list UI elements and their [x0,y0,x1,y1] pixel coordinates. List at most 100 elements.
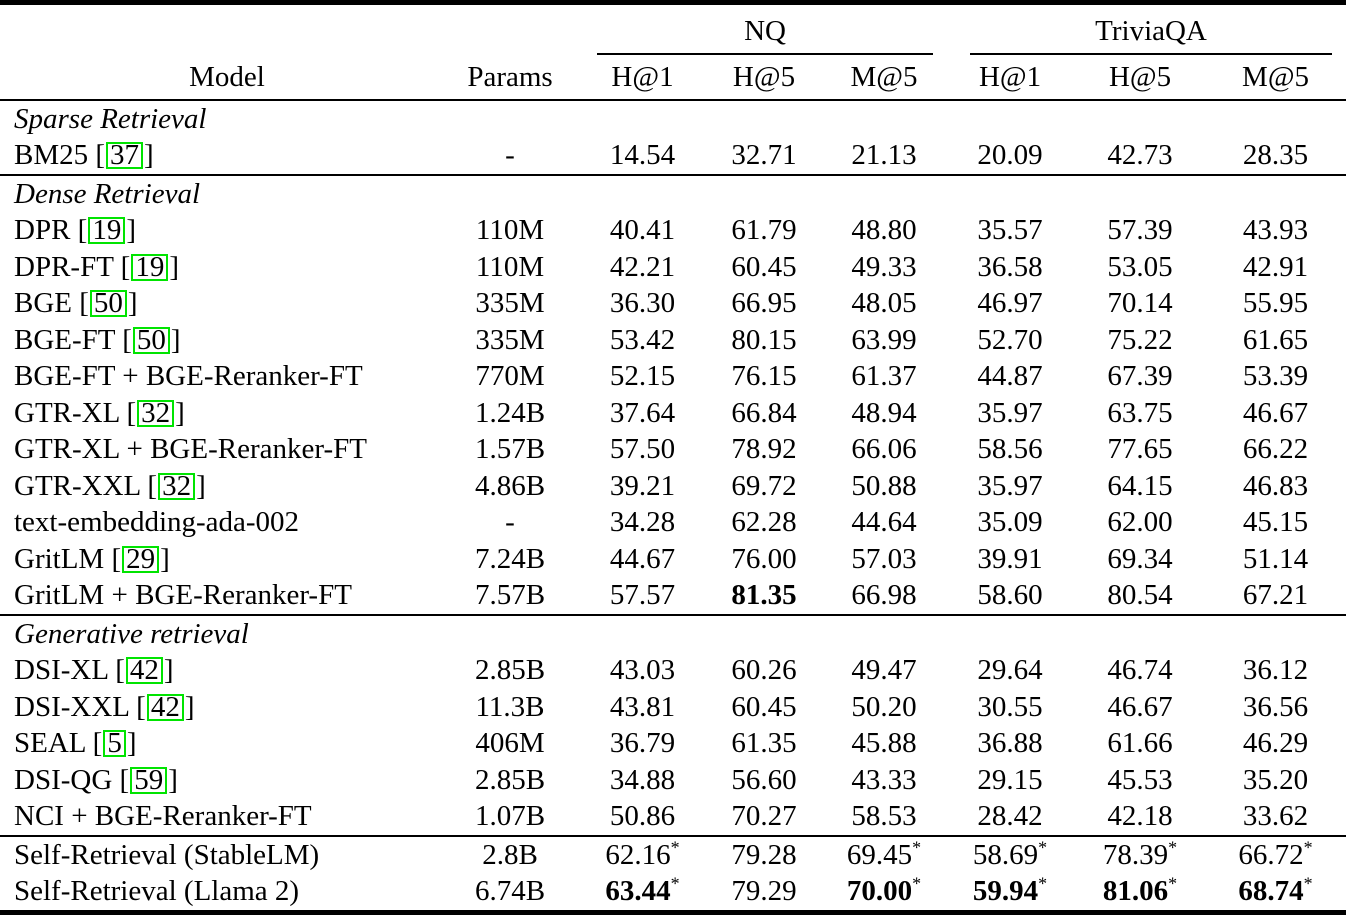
metric-value: 53.39 [1242,360,1309,393]
params-cell: 110M [475,250,545,283]
metric-cell: 66.22 [1205,432,1346,469]
metric-cell: 63.44* [580,874,705,913]
metric-cell: 48.94 [823,395,945,432]
section-header-row: Sparse Retrieval [0,100,1346,138]
metric-value: 76.00 [731,542,797,575]
metric-cell: 51.14 [1205,541,1346,578]
metric-cell: 67.21 [1205,577,1346,616]
metric-value: 64.15 [1107,469,1173,502]
metric-value: 66.98 [851,579,917,612]
citation-link[interactable]: 29 [122,544,160,573]
metric-cell: 46.83 [1205,468,1346,505]
citation-link[interactable]: 32 [158,471,196,500]
metric-cell: 69.72 [705,468,823,505]
citation-link[interactable]: 42 [146,692,184,721]
metric-value: 63.99 [851,323,917,356]
metric-value: 42.91 [1242,250,1309,283]
metric-cell: 32.71 [705,137,823,176]
metric-cell: 33.62 [1205,798,1346,837]
section-header-row: Generative retrieval [0,615,1346,653]
metric-value: 48.80 [851,214,917,247]
metric-cell: 70.00* [823,874,945,913]
metric-value: 69.72 [731,469,797,502]
metric-value: 36.58 [977,250,1043,283]
metric-cell: 36.30 [580,286,705,323]
metric-value: 67.21 [1242,579,1309,612]
metric-cell: 57.39 [1075,213,1205,250]
metric-cell: 55.95 [1205,286,1346,323]
significance-star: * [1168,873,1178,894]
metric-value: 34.88 [609,763,676,796]
metric-cell: 60.26 [705,653,823,690]
model-name-cell: GTR-XL [32] [14,396,185,429]
citation-link[interactable]: 37 [106,141,144,170]
metric-cell: 68.74* [1205,874,1346,913]
metric-cell: 43.93 [1205,213,1346,250]
metric-value: 66.84 [731,396,797,429]
metric-value: 79.28 [731,838,797,871]
metric-value: 60.45 [731,250,797,283]
metric-cell: 36.79 [580,726,705,763]
params-cell: 335M [475,287,545,320]
metric-value: 52.15 [609,360,676,393]
metric-value: 45.88 [851,727,917,760]
metric-cell: 46.67 [1075,689,1205,726]
metric-value: 60.45 [731,690,797,723]
metric-value: 14.54 [609,139,676,172]
metric-value: 39.91 [977,542,1043,575]
metric-value: 35.97 [977,469,1043,502]
metric-value: 56.60 [731,763,797,796]
metric-value: 43.03 [609,654,676,687]
metric-cell: 61.35 [705,726,823,763]
metric-value: 57.50 [609,433,676,466]
citation-link[interactable]: 32 [137,398,175,427]
citation-link[interactable]: 59 [130,765,168,794]
metric-value: 37.64 [609,396,676,429]
table-row: DSI-XXL [42] 11.3B 43.81 60.45 50.20 30.55 46.… [0,689,1346,726]
metric-value: 45.15 [1242,506,1309,539]
model-name-cell: text-embedding-ada-002 [14,506,300,539]
metric-cell: 58.60 [945,577,1076,616]
metric-cell: 48.80 [823,213,945,250]
metric-cell: 34.28 [580,505,705,542]
metric-value: 61.35 [731,727,797,760]
citation-link[interactable]: 5 [103,729,126,758]
citation-link[interactable]: 19 [88,216,126,245]
citation-link[interactable]: 50 [132,325,170,354]
metric-value: 68.74 [1238,875,1304,908]
model-name-cell: DSI-XL [42] [14,654,174,687]
table-row: Self-Retrieval (StableLM) 2.8B 62.16* 79.28… [0,836,1346,874]
metric-cell: 43.03 [580,653,705,690]
citation-link[interactable]: 19 [131,252,169,281]
metric-cell: 63.75 [1075,395,1205,432]
metric-value: 46.67 [1242,396,1309,429]
citation-link[interactable]: 50 [89,289,127,318]
metric-cell: 35.20 [1205,762,1346,799]
metric-value: 51.14 [1242,542,1309,575]
metric-value: 70.27 [731,800,797,833]
model-name-cell: Self-Retrieval (StableLM) [14,838,320,871]
metric-value: 58.53 [851,800,917,833]
metric-cell: 76.15 [705,359,823,396]
metric-cell: 29.15 [945,762,1075,799]
metric-value: 50.86 [609,800,676,833]
metric-cell: 53.42 [580,322,705,359]
metric-cell: 45.15 [1205,505,1346,542]
metric-value: 46.97 [977,287,1043,320]
metric-cell: 35.09 [945,505,1075,542]
metric-cell: 70.14 [1075,286,1205,323]
metric-cell: 46.74 [1075,653,1205,690]
metric-cell: 66.98 [823,577,946,616]
citation-link[interactable]: 42 [125,656,163,685]
metric-cell: 77.65 [1075,432,1205,469]
metric-cell: 36.56 [1205,689,1346,726]
table-body: Sparse Retrieval BM25 [37] -14.54 32.71 21.1… [0,100,1346,913]
metric-value: 67.39 [1107,360,1173,393]
significance-star: * [912,873,922,894]
metric-cell: 62.16* [580,836,705,874]
metric-value: 57.03 [851,542,917,575]
metric-cell: 42.91 [1205,249,1346,286]
metric-value: 78.39 [1102,838,1169,871]
metric-cell: 44.87 [945,359,1075,396]
